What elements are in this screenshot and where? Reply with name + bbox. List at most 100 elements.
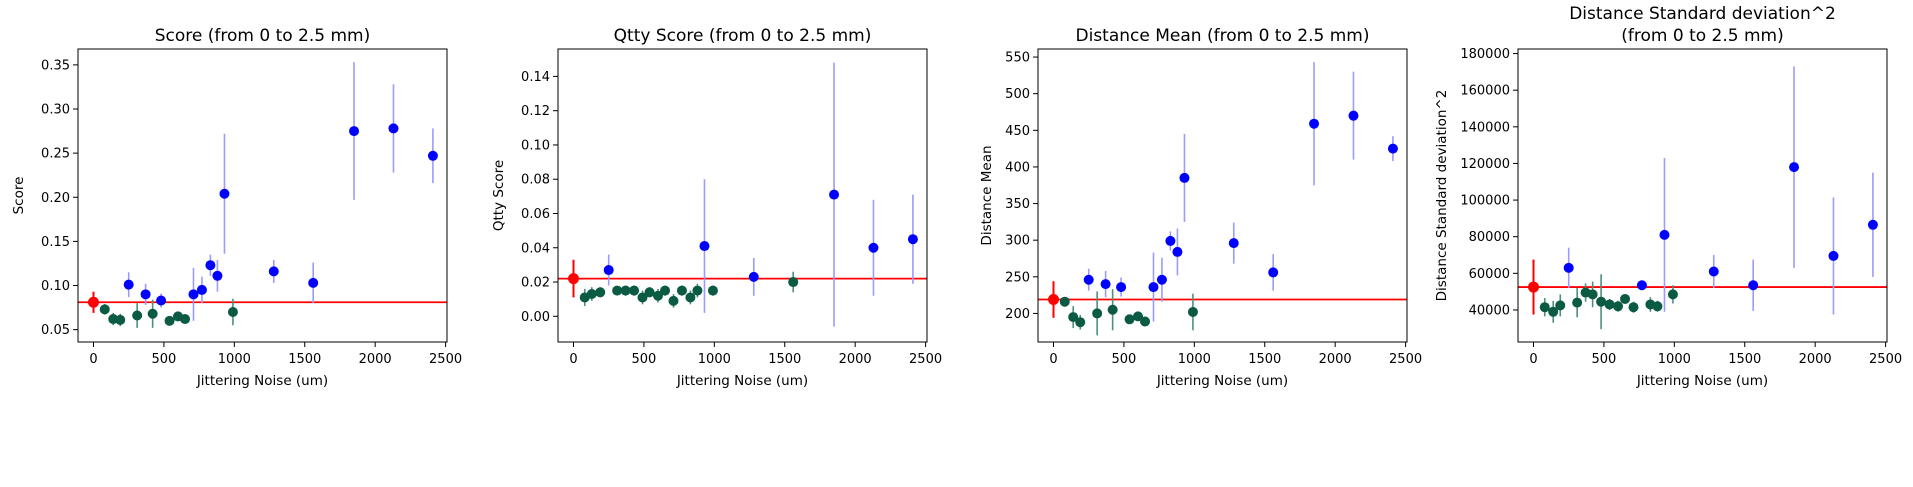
- x-tick-label: 0: [569, 352, 577, 367]
- y-axis-label: Qtty Score: [491, 160, 507, 231]
- y-tick-label: 350: [1005, 197, 1030, 212]
- data-point: [1187, 306, 1198, 317]
- data-point: [707, 285, 718, 296]
- chart-title: Distance Mean (from 0 to 2.5 mm): [1076, 26, 1370, 46]
- data-point: [603, 265, 614, 276]
- chart-title: Distance Standard deviation^2: [1569, 4, 1836, 24]
- data-point: [308, 277, 319, 288]
- data-point: [156, 295, 167, 306]
- data-point: [1165, 235, 1176, 246]
- chart-panel: Distance Standard deviation^2(from 0 to …: [1434, 4, 1902, 389]
- y-tick-label: 0.20: [41, 191, 70, 206]
- y-tick-label: 250: [1005, 270, 1030, 285]
- data-point: [132, 310, 143, 321]
- data-point: [652, 290, 663, 301]
- data-point: [1612, 301, 1623, 312]
- data-point: [1539, 302, 1550, 313]
- data-point: [388, 123, 399, 134]
- x-tick-label: 500: [1111, 352, 1136, 367]
- data-point: [868, 242, 879, 253]
- x-tick-label: 2500: [429, 352, 462, 367]
- y-tick-label: 120000: [1460, 157, 1510, 172]
- x-tick-label: 1000: [1658, 352, 1691, 367]
- y-tick-label: 160000: [1460, 84, 1510, 99]
- data-point: [1708, 266, 1719, 277]
- y-tick-label: 80000: [1469, 230, 1510, 245]
- data-point: [1083, 274, 1094, 285]
- y-tick-label: 0.10: [41, 279, 70, 294]
- data-point: [1092, 308, 1103, 319]
- x-tick-label: 500: [151, 352, 176, 367]
- data-point: [660, 285, 671, 296]
- data-point: [748, 271, 759, 282]
- plot-frame: [1037, 48, 1408, 343]
- y-tick-label: 40000: [1469, 303, 1510, 318]
- y-tick-label: 550: [1005, 51, 1030, 66]
- plot-frame: [77, 48, 448, 343]
- data-point: [115, 314, 126, 325]
- y-tick-label: 0.15: [41, 235, 70, 250]
- x-tick-label: 1500: [1248, 352, 1281, 367]
- data-point: [196, 284, 207, 295]
- x-axis-label: Jittering Noise (um): [1636, 373, 1768, 389]
- data-point: [349, 126, 360, 137]
- data-point: [1148, 282, 1159, 293]
- data-point: [427, 150, 438, 161]
- y-tick-label: 300: [1005, 234, 1030, 249]
- x-axis-label: Jittering Noise (um): [196, 373, 328, 389]
- y-axis-label: Score: [11, 177, 27, 215]
- x-tick-label: 500: [631, 352, 656, 367]
- data-point: [180, 314, 191, 325]
- data-point: [1387, 143, 1398, 154]
- data-point: [676, 285, 687, 296]
- data-point: [1124, 314, 1135, 325]
- data-point: [1587, 289, 1598, 300]
- data-point: [907, 234, 918, 245]
- data-point: [268, 266, 279, 277]
- data-point: [644, 287, 655, 298]
- data-point: [1572, 297, 1583, 308]
- y-tick-label: 0.30: [41, 103, 70, 118]
- y-tick-label: 180000: [1460, 47, 1510, 62]
- y-tick-label: 450: [1005, 124, 1030, 139]
- x-tick-label: 2000: [839, 352, 872, 367]
- x-tick-label: 2000: [359, 352, 392, 367]
- data-point: [1604, 299, 1615, 310]
- x-tick-label: 2500: [1869, 352, 1902, 367]
- x-tick-label: 0: [1529, 352, 1537, 367]
- x-tick-label: 1000: [1178, 352, 1211, 367]
- data-point: [612, 285, 623, 296]
- data-point: [1059, 296, 1070, 307]
- data-point: [123, 279, 134, 290]
- plot-frame: [557, 48, 928, 343]
- y-tick-label: 0.06: [521, 207, 550, 222]
- chart-title: Score (from 0 to 2.5 mm): [155, 26, 371, 46]
- data-point: [1628, 302, 1639, 313]
- data-point: [1132, 311, 1143, 322]
- y-tick-label: 0.05: [41, 323, 70, 338]
- y-tick-label: 200: [1005, 307, 1030, 322]
- x-tick-label: 0: [89, 352, 97, 367]
- x-tick-label: 1500: [1728, 352, 1761, 367]
- data-point: [1789, 162, 1800, 173]
- x-tick-label: 1000: [218, 352, 251, 367]
- x-tick-label: 2000: [1319, 352, 1352, 367]
- data-point: [1156, 274, 1167, 285]
- data-point: [685, 292, 696, 303]
- data-point: [699, 241, 710, 252]
- data-point: [1140, 316, 1151, 327]
- data-point: [1348, 110, 1359, 121]
- y-axis-label: Distance Mean: [979, 145, 995, 245]
- data-point: [1107, 304, 1118, 315]
- y-tick-label: 0.04: [521, 241, 550, 256]
- data-point: [1100, 279, 1111, 290]
- data-point: [147, 308, 158, 319]
- data-point: [1228, 238, 1239, 249]
- x-tick-label: 1500: [768, 352, 801, 367]
- data-point: [1620, 293, 1631, 304]
- plot-frame: [1517, 48, 1888, 343]
- x-tick-label: 2000: [1799, 352, 1832, 367]
- data-point: [1636, 280, 1647, 291]
- x-tick-label: 500: [1591, 352, 1616, 367]
